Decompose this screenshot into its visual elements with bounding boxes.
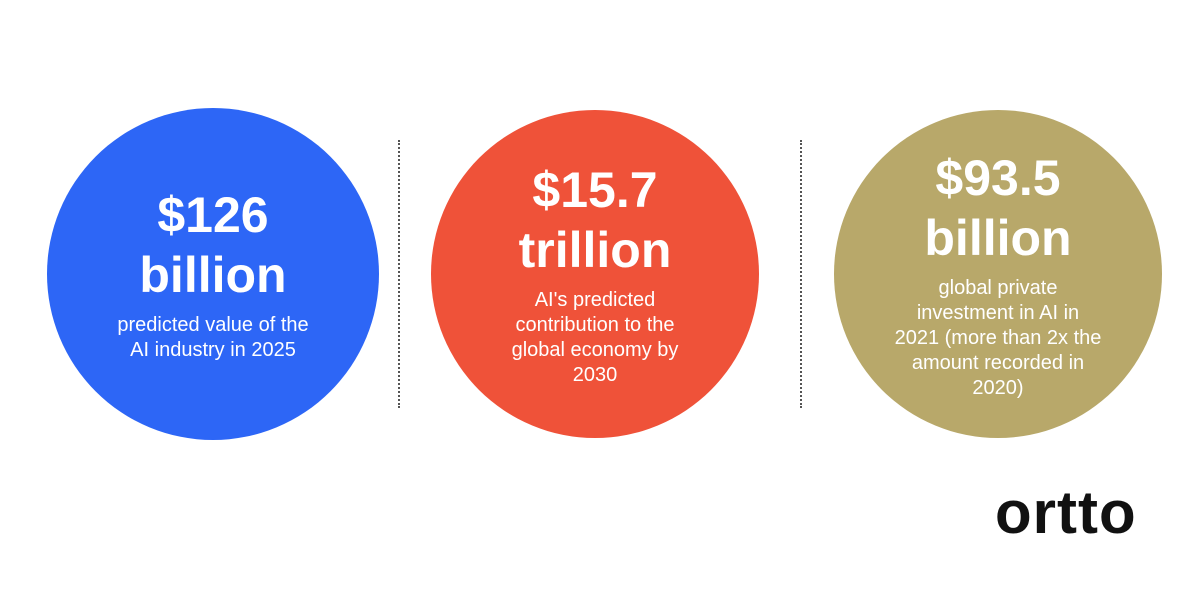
description-line: global economy by bbox=[511, 339, 679, 361]
description-line: AI industry in 2025 bbox=[130, 339, 296, 361]
value-line: $126 bbox=[157, 187, 269, 243]
value-line: $93.5 bbox=[935, 149, 1061, 206]
separator bbox=[398, 140, 400, 408]
description-line: contribution to the bbox=[515, 314, 675, 336]
stat-description: AI's predicted contribution to the global … bbox=[512, 288, 679, 388]
logo: ortto bbox=[995, 479, 1137, 546]
value-line: trillion bbox=[518, 222, 672, 278]
value-line: $15.7 bbox=[532, 162, 658, 218]
separator bbox=[800, 140, 802, 408]
stat-value: $126 billion bbox=[139, 185, 286, 305]
description-line: global private bbox=[938, 276, 1058, 299]
stat-description: global private investment in AI in 2021 (m… bbox=[895, 276, 1102, 401]
description-line: 2021 (more than 2x the bbox=[894, 326, 1102, 349]
stat-circle: $15.7 trillion AI's predicted contribution … bbox=[431, 110, 759, 438]
stat-circle: $126 billion predicted value of the AI indu… bbox=[47, 108, 379, 440]
description-line: predicted value of the bbox=[117, 314, 309, 336]
description-line: amount recorded in bbox=[911, 351, 1085, 374]
description-line: 2030 bbox=[572, 364, 618, 386]
description-line: 2020) bbox=[972, 376, 1024, 399]
stat-value: $15.7 trillion bbox=[519, 160, 672, 280]
value-line: billion bbox=[139, 247, 287, 303]
description-line: AI's predicted bbox=[534, 289, 656, 311]
stat-value: $93.5 billion bbox=[924, 148, 1071, 268]
description-line: investment in AI in bbox=[916, 301, 1080, 324]
stat-description: predicted value of the AI industry in 202… bbox=[117, 313, 308, 363]
value-line: billion bbox=[924, 209, 1072, 266]
stat-circle: $93.5 billion global private investment in … bbox=[834, 110, 1162, 438]
